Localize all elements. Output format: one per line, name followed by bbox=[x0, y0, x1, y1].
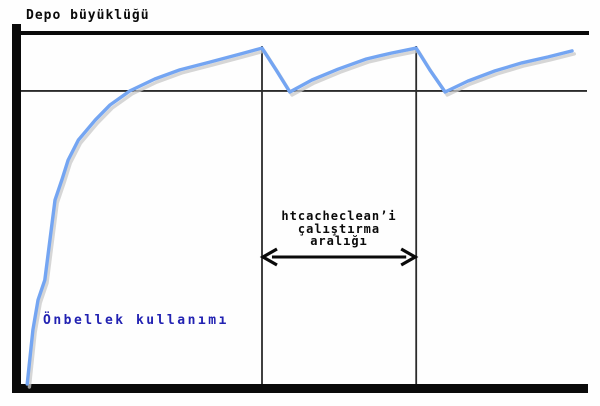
cache-usage-curve bbox=[25, 46, 574, 386]
interval-arrow-head-right bbox=[400, 247, 419, 267]
storage-size-line bbox=[21, 31, 589, 35]
interval-arrow bbox=[259, 247, 419, 267]
curve-label: Önbellek kullanımı bbox=[43, 313, 229, 328]
x-axis bbox=[12, 384, 588, 393]
interval-annotation-line1: htcacheclean’i bbox=[281, 209, 397, 223]
interval-annotation: htcacheclean’i çalıştırma aralığı bbox=[239, 210, 439, 248]
chart-title: Depo büyüklüğü bbox=[26, 8, 150, 23]
cache-usage-curve-shadow bbox=[27, 49, 576, 389]
y-axis bbox=[12, 24, 21, 393]
interval-arrow-head-left bbox=[259, 247, 278, 267]
interval-annotation-line3: aralığı bbox=[310, 234, 368, 248]
interval-annotation-line2: çalıştırma bbox=[297, 221, 381, 236]
